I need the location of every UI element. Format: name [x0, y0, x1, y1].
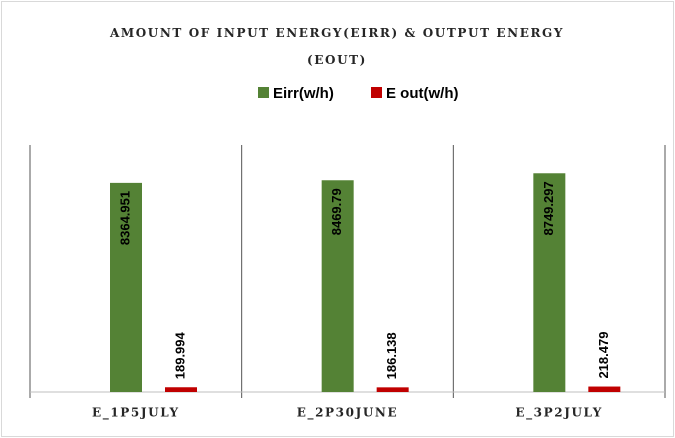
bar: [376, 387, 409, 392]
legend-label: Eirr(w/h): [273, 85, 334, 102]
chart-title: AMOUNT OF INPUT ENERGY(EIRR) & OUTPUT EN…: [109, 26, 565, 67]
bar: [165, 387, 197, 392]
bar: [321, 180, 354, 392]
value-label: 218.479: [596, 332, 611, 379]
bar: [588, 386, 621, 392]
x-tick-label: E_1P5JULY: [92, 406, 180, 421]
x-tick-label: E_3P2JULY: [515, 406, 603, 421]
value-label: 8749.297: [541, 181, 556, 235]
value-label: 186.138: [384, 332, 399, 379]
legend-swatch: [258, 87, 269, 98]
value-label: 8364.951: [117, 191, 132, 245]
legend-swatch: [371, 87, 382, 98]
x-tick-label: E_2P30JUNE: [297, 406, 398, 421]
bar: [533, 173, 566, 392]
value-label: 8469.79: [329, 188, 344, 235]
value-label: 189.994: [172, 331, 187, 379]
bar: [110, 182, 142, 392]
legend-label: E out(w/h): [386, 85, 458, 102]
